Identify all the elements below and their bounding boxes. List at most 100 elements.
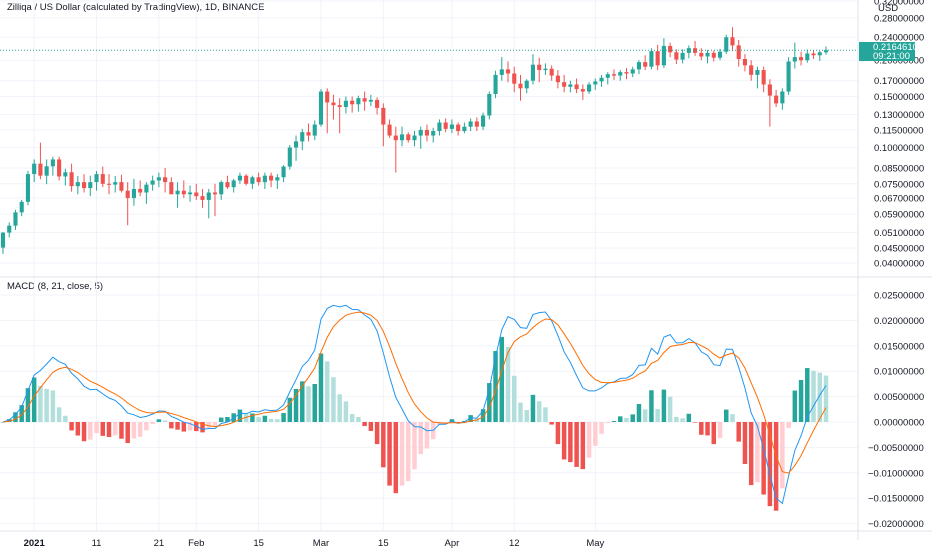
histogram-bar[interactable]	[699, 422, 704, 435]
candle-body[interactable]	[300, 132, 305, 142]
candle-body[interactable]	[69, 172, 74, 187]
histogram-bar[interactable]	[462, 420, 467, 422]
histogram-bar[interactable]	[412, 422, 417, 470]
candle-body[interactable]	[287, 147, 292, 167]
candle-body[interactable]	[443, 122, 448, 129]
histogram-bar[interactable]	[649, 390, 654, 422]
macd-histogram[interactable]	[0, 336, 829, 511]
histogram-bar[interactable]	[705, 422, 710, 436]
histogram-bar[interactable]	[593, 422, 598, 446]
candle-body[interactable]	[705, 52, 710, 57]
histogram-bar[interactable]	[624, 417, 629, 422]
candle-body[interactable]	[449, 124, 454, 129]
candle-body[interactable]	[792, 57, 797, 62]
histogram-bar[interactable]	[38, 385, 43, 422]
candle-body[interactable]	[25, 174, 30, 202]
histogram-bar[interactable]	[281, 413, 286, 422]
histogram-bar[interactable]	[13, 412, 18, 422]
candle-body[interactable]	[293, 141, 299, 148]
candle-body[interactable]	[131, 188, 136, 199]
histogram-bar[interactable]	[81, 422, 87, 442]
histogram-bar[interactable]	[748, 422, 754, 486]
histogram-bar[interactable]	[119, 422, 124, 439]
candle-body[interactable]	[399, 134, 405, 141]
candle-body[interactable]	[767, 84, 772, 96]
candle-body[interactable]	[393, 135, 398, 141]
candle-body[interactable]	[57, 159, 62, 177]
candle-body[interactable]	[275, 177, 280, 181]
histogram-bar[interactable]	[381, 422, 386, 468]
candle-body[interactable]	[530, 64, 536, 81]
candle-body[interactable]	[618, 72, 623, 76]
histogram-bar[interactable]	[512, 375, 517, 422]
candle-body[interactable]	[225, 182, 230, 188]
candle-body[interactable]	[593, 81, 598, 85]
candle-body[interactable]	[212, 192, 218, 195]
histogram-bar[interactable]	[406, 422, 411, 482]
histogram-bar[interactable]	[493, 351, 498, 422]
candle-body[interactable]	[75, 182, 80, 187]
histogram-bar[interactable]	[524, 410, 529, 422]
candle-body[interactable]	[537, 64, 542, 71]
histogram-bar[interactable]	[599, 422, 604, 434]
candle-body[interactable]	[456, 124, 461, 132]
histogram-bar[interactable]	[692, 422, 698, 423]
candle-body[interactable]	[150, 180, 155, 185]
histogram-bar[interactable]	[262, 415, 268, 422]
candle-body[interactable]	[406, 134, 411, 141]
histogram-bar[interactable]	[399, 422, 405, 486]
candle-body[interactable]	[786, 61, 791, 92]
candle-body[interactable]	[643, 62, 648, 67]
candle-body[interactable]	[206, 192, 211, 200]
candle-body[interactable]	[125, 190, 130, 199]
histogram-bar[interactable]	[543, 407, 548, 422]
candle-body[interactable]	[113, 182, 118, 185]
histogram-bar[interactable]	[674, 416, 679, 422]
candle-body[interactable]	[655, 51, 660, 66]
histogram-bar[interactable]	[137, 422, 143, 437]
histogram-bar[interactable]	[424, 422, 430, 449]
histogram-bar[interactable]	[337, 394, 342, 422]
candle-body[interactable]	[549, 68, 554, 76]
histogram-bar[interactable]	[586, 422, 592, 458]
histogram-bar[interactable]	[418, 422, 423, 455]
histogram-bar[interactable]	[636, 404, 642, 422]
candle-body[interactable]	[156, 177, 161, 181]
candle-body[interactable]	[38, 163, 43, 176]
candle-body[interactable]	[468, 121, 473, 127]
candle-body[interactable]	[368, 99, 373, 102]
candle-body[interactable]	[799, 57, 804, 61]
histogram-bar[interactable]	[225, 416, 230, 422]
candle-body[interactable]	[356, 98, 361, 105]
histogram-bar[interactable]	[811, 370, 816, 422]
histogram-bar[interactable]	[374, 422, 380, 445]
candle-body[interactable]	[19, 201, 24, 213]
candle-body[interactable]	[562, 82, 567, 87]
histogram-bar[interactable]	[518, 402, 523, 422]
candle-body[interactable]	[699, 52, 704, 57]
candle-body[interactable]	[717, 51, 723, 58]
histogram-bar[interactable]	[730, 414, 735, 422]
histogram-bar[interactable]	[125, 422, 130, 444]
candle-body[interactable]	[418, 129, 423, 136]
candle-body[interactable]	[693, 48, 698, 53]
candle-body[interactable]	[774, 95, 779, 104]
histogram-bar[interactable]	[555, 422, 561, 445]
histogram-bar[interactable]	[530, 394, 536, 422]
candle-body[interactable]	[219, 182, 224, 195]
candle-body[interactable]	[624, 72, 629, 74]
candle-body[interactable]	[512, 73, 517, 84]
candle-body[interactable]	[424, 129, 430, 136]
histogram-bar[interactable]	[162, 420, 168, 422]
candle-body[interactable]	[661, 45, 666, 66]
candle-body[interactable]	[181, 190, 186, 195]
candle-body[interactable]	[375, 99, 380, 108]
candle-body[interactable]	[312, 124, 317, 136]
candle-body[interactable]	[730, 37, 735, 46]
candle-body[interactable]	[81, 182, 87, 189]
candle-body[interactable]	[674, 52, 679, 60]
histogram-bar[interactable]	[736, 422, 741, 442]
candle-body[interactable]	[742, 58, 748, 66]
histogram-bar[interactable]	[112, 422, 118, 436]
candle-body[interactable]	[431, 131, 436, 136]
